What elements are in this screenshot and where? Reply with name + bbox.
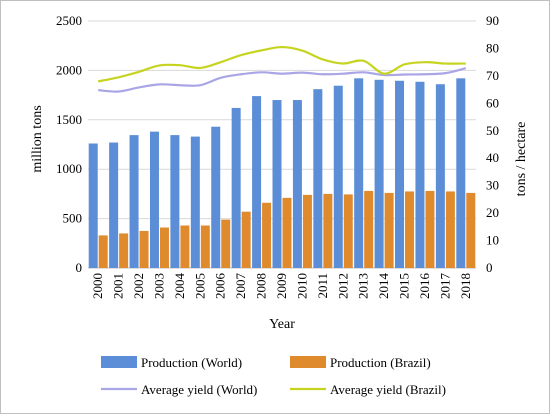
bar-world-2016 bbox=[415, 81, 425, 269]
bar-world-2017 bbox=[435, 84, 445, 269]
bar-brazil-2004 bbox=[180, 225, 190, 268]
line-yield-world bbox=[98, 67, 467, 93]
legend-label-average-yield-world: Average yield (World) bbox=[141, 382, 257, 397]
bar-brazil-2000 bbox=[98, 235, 108, 268]
y-left-tick-2000: 2000 bbox=[56, 62, 82, 77]
bar-brazil-2008 bbox=[262, 202, 272, 268]
bar-world-2015 bbox=[395, 80, 405, 268]
y-left-tick-0: 0 bbox=[76, 260, 83, 275]
bar-world-2011 bbox=[313, 89, 323, 268]
x-tick-2007: 2007 bbox=[233, 273, 248, 300]
x-tick-2012: 2012 bbox=[335, 273, 350, 299]
x-axis: 2000 2001 2002 2003 2004 2005 2006 2007 2008 2009… bbox=[90, 273, 473, 300]
x-tick-2002: 2002 bbox=[131, 273, 146, 299]
y-right-tick-80: 80 bbox=[486, 40, 499, 55]
x-tick-2015: 2015 bbox=[397, 273, 412, 299]
bar-brazil-2018 bbox=[466, 192, 476, 268]
legend-label-production-world: Production (World) bbox=[141, 355, 242, 370]
bar-world-2010 bbox=[292, 100, 302, 268]
x-tick-2000: 2000 bbox=[90, 273, 105, 299]
bar-brazil-2003 bbox=[159, 227, 169, 268]
bar-brazil-2007 bbox=[241, 211, 251, 268]
bars-group bbox=[88, 78, 476, 269]
y-right-tick-70: 70 bbox=[486, 68, 499, 83]
x-tick-2017: 2017 bbox=[437, 273, 452, 300]
bar-brazil-2015 bbox=[405, 191, 415, 268]
bar-brazil-2012 bbox=[343, 194, 353, 268]
x-tick-2013: 2013 bbox=[356, 273, 371, 299]
bar-world-2007 bbox=[231, 107, 241, 268]
bar-brazil-2006 bbox=[221, 219, 231, 268]
bar-brazil-2010 bbox=[302, 194, 312, 268]
x-tick-2003: 2003 bbox=[151, 273, 166, 299]
y-left-tick-1500: 1500 bbox=[56, 112, 82, 127]
bar-world-2005 bbox=[190, 136, 200, 268]
bar-world-2014 bbox=[374, 79, 384, 268]
x-tick-2014: 2014 bbox=[376, 273, 391, 300]
bar-brazil-2001 bbox=[119, 233, 129, 268]
y-axis-left-label: million tons bbox=[30, 105, 45, 172]
x-tick-2001: 2001 bbox=[111, 273, 126, 299]
left-axis: 0 500 1000 1500 2000 2500 bbox=[56, 13, 82, 275]
x-tick-2016: 2016 bbox=[417, 273, 432, 300]
bar-world-2001 bbox=[109, 142, 119, 268]
legend-swatch-production-brazil bbox=[290, 356, 326, 368]
bar-world-2004 bbox=[170, 135, 180, 268]
bar-brazil-2002 bbox=[139, 230, 149, 268]
bar-world-2008 bbox=[252, 96, 262, 268]
x-tick-2008: 2008 bbox=[254, 273, 269, 299]
bar-world-2006 bbox=[211, 126, 221, 268]
y-right-tick-20: 20 bbox=[486, 205, 499, 220]
y-right-tick-90: 90 bbox=[486, 13, 499, 28]
bar-brazil-2011 bbox=[323, 193, 333, 268]
bar-brazil-2014 bbox=[384, 192, 394, 268]
legend-label-production-brazil: Production (Brazil) bbox=[330, 355, 431, 370]
x-tick-2004: 2004 bbox=[172, 273, 187, 300]
y-right-tick-0: 0 bbox=[486, 260, 493, 275]
y-right-tick-40: 40 bbox=[486, 150, 499, 165]
x-axis-label: Year bbox=[269, 317, 295, 332]
y-right-tick-30: 30 bbox=[486, 178, 499, 193]
bar-brazil-2013 bbox=[364, 190, 374, 268]
legend-label-average-yield-brazil: Average yield (Brazil) bbox=[330, 382, 446, 397]
bar-brazil-2005 bbox=[200, 225, 210, 268]
legend-swatch-production-world bbox=[101, 356, 137, 368]
y-left-tick-500: 500 bbox=[63, 211, 83, 226]
bar-brazil-2009 bbox=[282, 197, 292, 268]
y-left-tick-2500: 2500 bbox=[56, 13, 82, 28]
bar-world-2012 bbox=[333, 85, 343, 269]
bar-brazil-2017 bbox=[445, 191, 455, 268]
lines-group bbox=[97, 45, 467, 93]
y-right-tick-50: 50 bbox=[486, 123, 499, 138]
right-axis: 0 10 20 30 40 50 60 70 80 90 bbox=[486, 13, 499, 275]
bar-world-2003 bbox=[149, 131, 159, 268]
x-tick-2011: 2011 bbox=[315, 273, 330, 299]
y-axis-right-label: tons / hectare bbox=[514, 122, 529, 197]
x-tick-2010: 2010 bbox=[294, 273, 309, 299]
bar-world-2018 bbox=[456, 78, 466, 268]
y-left-tick-1000: 1000 bbox=[56, 161, 82, 176]
bar-world-2013 bbox=[354, 78, 364, 268]
x-tick-2009: 2009 bbox=[274, 273, 289, 299]
x-tick-2018: 2018 bbox=[458, 273, 473, 299]
x-tick-2005: 2005 bbox=[192, 273, 207, 299]
bar-world-2002 bbox=[129, 135, 139, 268]
x-tick-2006: 2006 bbox=[213, 273, 228, 300]
legend: Production (World) Production (Brazil) Ave… bbox=[101, 355, 446, 397]
bar-world-2000 bbox=[88, 143, 98, 268]
y-right-tick-10: 10 bbox=[486, 233, 499, 248]
bar-world-2009 bbox=[272, 100, 282, 268]
line-yield-brazil bbox=[97, 45, 466, 83]
y-right-tick-60: 60 bbox=[486, 95, 499, 110]
bar-brazil-2016 bbox=[425, 190, 435, 268]
